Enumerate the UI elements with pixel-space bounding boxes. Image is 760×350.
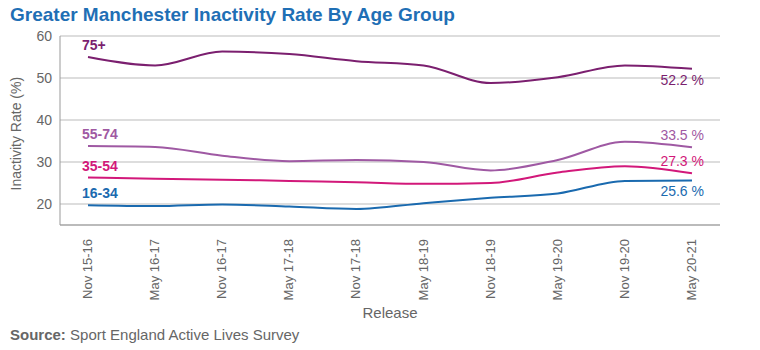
svg-text:16-34: 16-34: [82, 185, 118, 201]
svg-text:Release: Release: [362, 304, 417, 320]
svg-text:40: 40: [36, 112, 52, 128]
svg-text:50: 50: [36, 70, 52, 86]
svg-text:55-74: 55-74: [82, 126, 118, 142]
svg-text:May 19-20: May 19-20: [550, 239, 565, 300]
svg-text:30: 30: [36, 154, 52, 170]
svg-text:Nov 18-19: Nov 18-19: [483, 239, 498, 299]
svg-text:May 16-17: May 16-17: [147, 239, 162, 300]
svg-text:Inactivity Rate (%): Inactivity Rate (%): [8, 77, 24, 191]
svg-text:33.5 %: 33.5 %: [660, 127, 704, 143]
svg-text:May 18-19: May 18-19: [416, 239, 431, 300]
svg-text:25.6 %: 25.6 %: [660, 183, 704, 199]
svg-text:Nov 16-17: Nov 16-17: [214, 239, 229, 299]
svg-text:20: 20: [36, 196, 52, 212]
svg-text:Nov 17-18: Nov 17-18: [348, 239, 363, 299]
svg-text:60: 60: [36, 28, 52, 44]
svg-text:Nov 19-20: Nov 19-20: [617, 239, 632, 299]
svg-text:52.2 %: 52.2 %: [660, 72, 704, 88]
svg-text:May 17-18: May 17-18: [281, 239, 296, 300]
html-text:Source: Sport England Active L: Source: Sport England Active Lives Surve…: [10, 326, 300, 343]
svg-text:75+: 75+: [82, 37, 106, 53]
html-text:Greater Manchester Inactivity: Greater Manchester Inactivity Rate By Ag…: [10, 4, 455, 25]
svg-text:27.3 %: 27.3 %: [660, 153, 704, 169]
svg-text:May 20-21: May 20-21: [684, 239, 699, 300]
svg-text:Nov 15-16: Nov 15-16: [80, 239, 95, 299]
svg-text:35-54: 35-54: [82, 158, 118, 174]
